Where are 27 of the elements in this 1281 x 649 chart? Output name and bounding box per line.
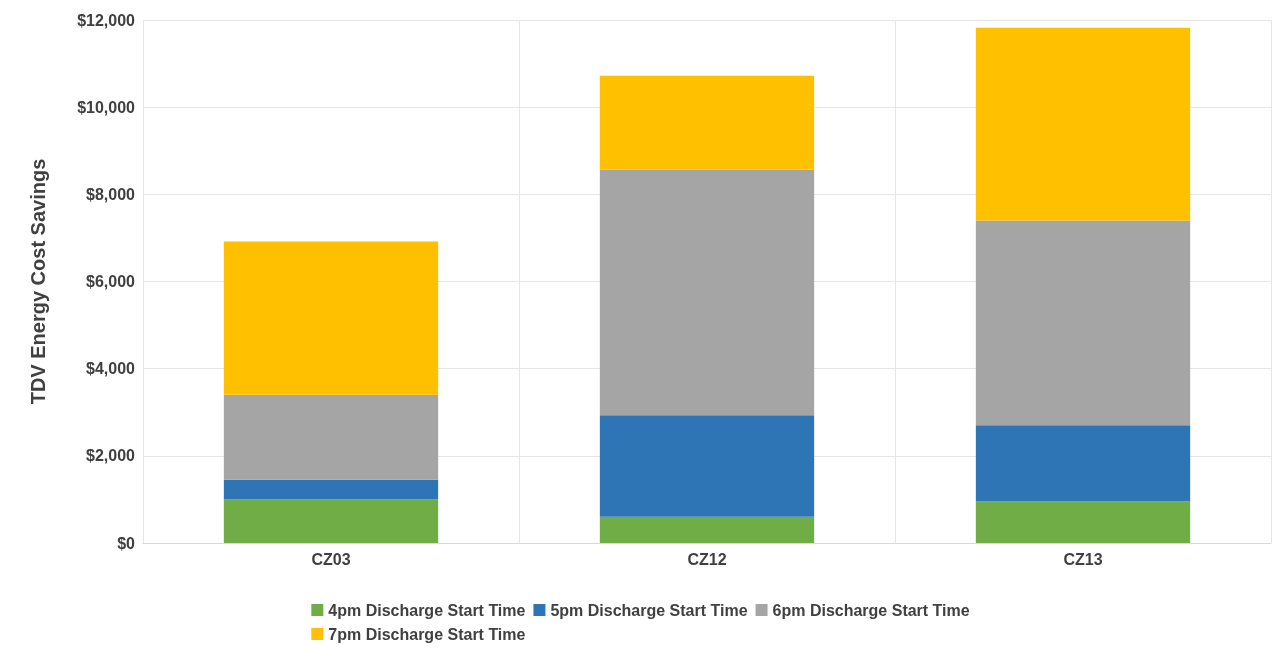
x-tick-label: CZ03 [311, 550, 351, 568]
bar [223, 479, 439, 500]
bar [599, 75, 815, 170]
y-tick-label: $0 [117, 534, 136, 552]
bar [599, 415, 815, 517]
y-tick-label: $12,000 [77, 11, 136, 29]
bar [599, 169, 815, 416]
bar [599, 516, 815, 543]
bar [975, 27, 1191, 221]
bar [975, 501, 1191, 543]
y-tick-label: $4,000 [86, 360, 136, 378]
bar [223, 499, 439, 543]
bar [975, 220, 1191, 426]
legend-label: 5pm Discharge Start Time [550, 601, 748, 619]
legend-label: 4pm Discharge Start Time [328, 601, 526, 619]
legend-label: 6pm Discharge Start Time [772, 601, 970, 619]
bar [975, 425, 1191, 502]
y-axis-title: TDV Energy Cost Savings [27, 158, 49, 405]
x-tick-label: CZ12 [687, 550, 727, 568]
y-tick-label: $10,000 [77, 98, 136, 116]
bar [223, 241, 439, 395]
y-tick-label: $2,000 [86, 447, 136, 465]
bar [223, 394, 439, 480]
legend-label: 7pm Discharge Start Time [328, 625, 526, 643]
y-tick-label: $6,000 [86, 273, 136, 290]
x-tick-label: CZ13 [1063, 550, 1103, 568]
y-tick-label: $8,000 [86, 185, 136, 203]
